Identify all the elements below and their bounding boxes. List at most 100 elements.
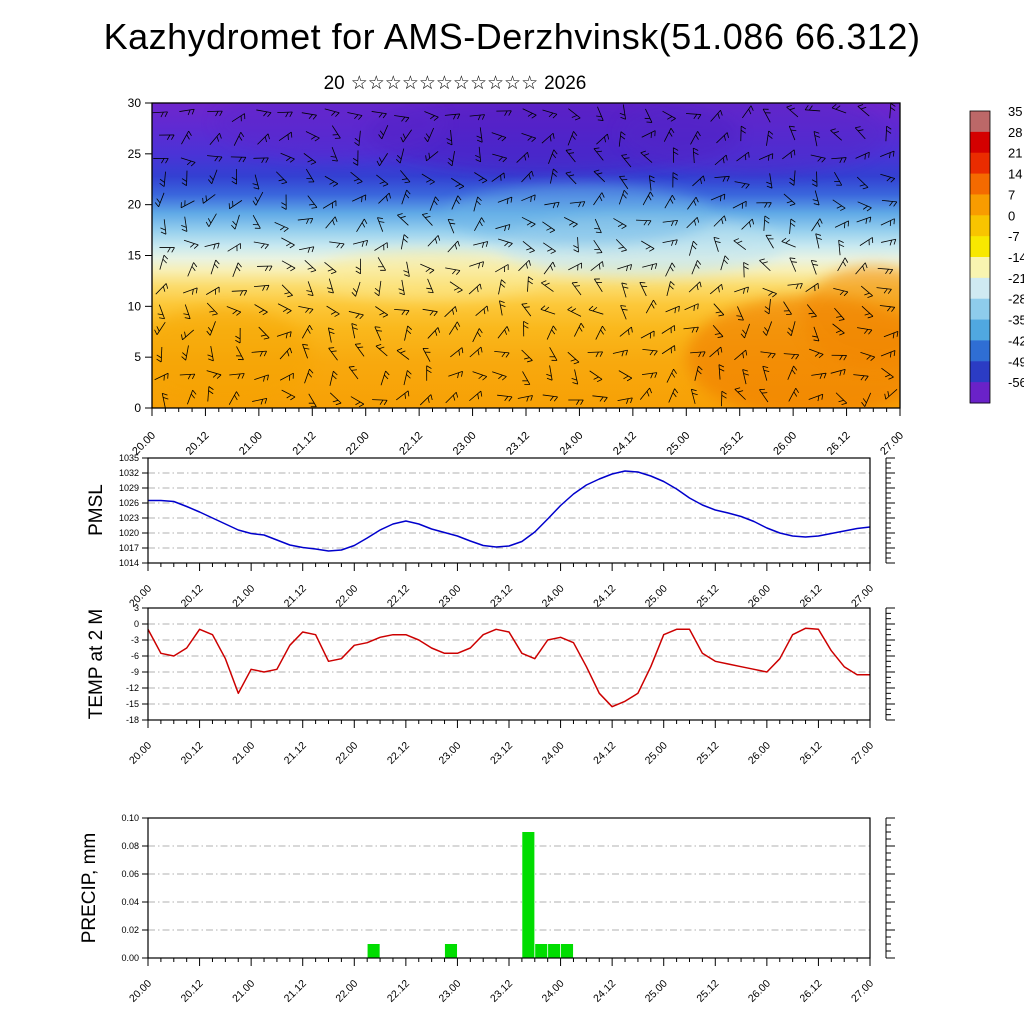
colorbar: 35 28 21 14 7 0 -7 -14 -21 -28 -35 -42 -49 -56 (969, 104, 1024, 404)
svg-text:0.08: 0.08 (121, 841, 139, 851)
svg-text:22.00: 22.00 (333, 740, 360, 767)
svg-text:15: 15 (128, 249, 142, 263)
svg-text:25.00: 25.00 (643, 978, 670, 1005)
svg-text:-49: -49 (1008, 354, 1024, 369)
svg-text:23.12: 23.12 (488, 978, 515, 1005)
panel-axes (142, 457, 871, 571)
svg-text:1014: 1014 (119, 558, 139, 568)
svg-text:28: 28 (1008, 125, 1022, 140)
series-line (148, 470, 871, 552)
svg-text:24.12: 24.12 (591, 740, 618, 767)
svg-text:0.10: 0.10 (121, 813, 139, 823)
svg-text:1035: 1035 (119, 453, 139, 463)
svg-text:25.00: 25.00 (643, 740, 670, 767)
svg-text:10: 10 (128, 299, 142, 313)
panel-frame (147, 457, 871, 564)
svg-text:26.00: 26.00 (746, 978, 773, 1005)
svg-text:21.12: 21.12 (282, 978, 309, 1005)
svg-text:1029: 1029 (119, 483, 139, 493)
grid (148, 845, 870, 931)
right-axis (885, 457, 895, 564)
svg-text:-35: -35 (1008, 313, 1024, 328)
svg-text:26.12: 26.12 (797, 978, 824, 1005)
svg-text:-9: -9 (131, 667, 139, 677)
panel-frame (147, 607, 871, 721)
svg-text:-3: -3 (131, 635, 139, 645)
temp-chart: -18 -15 -12 -9 -6 -3 0 3 20.00 20.12 21.00 21.12 22.… (126, 603, 895, 767)
svg-text:22.00: 22.00 (333, 978, 360, 1005)
grid (148, 623, 870, 705)
svg-text:5: 5 (134, 350, 141, 364)
svg-text:1026: 1026 (119, 498, 139, 508)
svg-text:21.00: 21.00 (230, 740, 257, 767)
profile-patches (152, 103, 900, 408)
profile-axes (145, 102, 901, 416)
subtitle-day: 20 (323, 73, 345, 94)
svg-text:-15: -15 (126, 699, 139, 709)
svg-text:-42: -42 (1008, 333, 1024, 348)
svg-text:-21: -21 (1008, 271, 1024, 286)
svg-text:0.02: 0.02 (121, 925, 139, 935)
right-axis (885, 817, 895, 959)
precip-chart: 0.00 0.02 0.04 0.06 0.08 0.10 20.00 20.12 21.00 2… (121, 813, 895, 1005)
subtitle-stars-icon: ☆☆☆☆☆☆☆☆☆☆☆ (350, 73, 539, 94)
svg-text:24.00: 24.00 (540, 978, 567, 1005)
svg-text:0.00: 0.00 (121, 953, 139, 963)
svg-text:25.12: 25.12 (694, 978, 721, 1005)
svg-text:24.00: 24.00 (540, 740, 567, 767)
date-subtitle: 20 ☆☆☆☆☆☆☆☆☆☆☆ 2026 (0, 72, 910, 95)
precip-bars (367, 832, 574, 958)
svg-text:0: 0 (1008, 208, 1015, 223)
svg-text:25.12: 25.12 (694, 740, 721, 767)
svg-text:14: 14 (1008, 167, 1022, 182)
svg-text:3: 3 (134, 603, 139, 613)
svg-text:0.06: 0.06 (121, 869, 139, 879)
svg-text:23.00: 23.00 (436, 740, 463, 767)
svg-text:23.00: 23.00 (436, 978, 463, 1005)
svg-text:-18: -18 (126, 715, 139, 725)
svg-text:1023: 1023 (119, 513, 139, 523)
svg-text:7: 7 (1008, 187, 1015, 202)
svg-text:1017: 1017 (119, 543, 139, 553)
svg-text:35: 35 (1008, 104, 1022, 119)
page-title: Kazhydromet for AMS-Derzhvinsk(51.086 66… (103, 16, 921, 57)
svg-text:25: 25 (128, 147, 142, 161)
svg-text:-28: -28 (1008, 292, 1024, 307)
svg-text:24.12: 24.12 (591, 978, 618, 1005)
right-axis (885, 607, 895, 721)
svg-text:27.00: 27.00 (849, 978, 876, 1005)
svg-text:30: 30 (128, 96, 142, 110)
svg-text:21.12: 21.12 (282, 740, 309, 767)
svg-text:-14: -14 (1008, 250, 1024, 265)
svg-text:26.12: 26.12 (797, 740, 824, 767)
svg-text:22.12: 22.12 (385, 740, 412, 767)
grid (148, 472, 870, 549)
svg-text:26.00: 26.00 (746, 740, 773, 767)
svg-text:1020: 1020 (119, 528, 139, 538)
svg-text:0.04: 0.04 (121, 897, 139, 907)
svg-text:20.12: 20.12 (179, 978, 206, 1005)
svg-text:20.00: 20.00 (127, 740, 154, 767)
panel-frame (147, 817, 871, 959)
svg-text:22.12: 22.12 (385, 978, 412, 1005)
svg-text:-7: -7 (1008, 229, 1020, 244)
series-line (147, 627, 870, 708)
svg-text:-6: -6 (131, 651, 139, 661)
panel-axes (142, 817, 871, 966)
svg-text:0: 0 (134, 619, 139, 629)
wind-barbs-icon (152, 103, 899, 408)
svg-text:21: 21 (1008, 146, 1022, 161)
svg-text:20.00: 20.00 (127, 978, 154, 1005)
svg-text:0: 0 (134, 401, 141, 415)
svg-text:23.12: 23.12 (488, 740, 515, 767)
svg-text:-12: -12 (126, 683, 139, 693)
subtitle-year: 2026 (544, 73, 587, 94)
svg-text:1032: 1032 (119, 468, 139, 478)
svg-text:-56: -56 (1008, 375, 1024, 390)
svg-text:20.12: 20.12 (179, 740, 206, 767)
svg-text:20: 20 (128, 198, 142, 212)
svg-text:27.00: 27.00 (849, 740, 876, 767)
